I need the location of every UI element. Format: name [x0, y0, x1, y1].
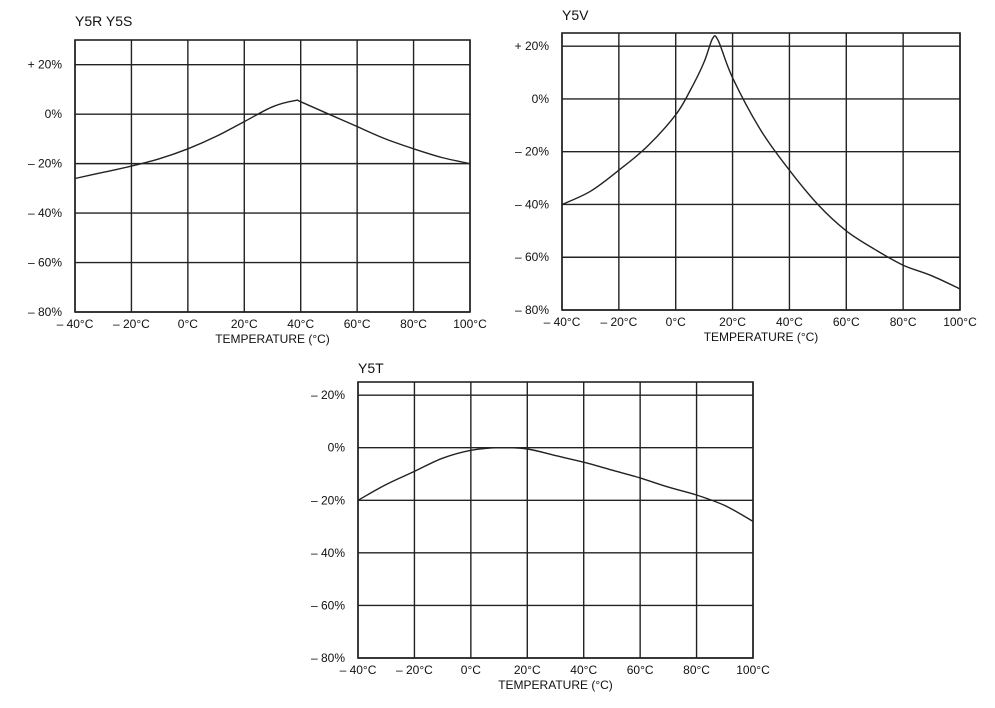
- chart-title: Y5V: [562, 7, 589, 23]
- x-tick-label: 80°C: [683, 663, 710, 677]
- y-tick-label: – 80%: [28, 305, 62, 319]
- series-line: [74, 99, 471, 180]
- y-tick-label: – 60%: [28, 256, 62, 270]
- x-tick-label: – 20°C: [600, 315, 637, 329]
- plot-frame: [561, 32, 961, 311]
- series-line: [561, 35, 961, 290]
- y-tick-label: 0%: [532, 92, 550, 106]
- x-tick-label: – 20°C: [396, 663, 433, 677]
- series-line: [357, 446, 754, 522]
- y-tick-label: – 60%: [311, 598, 345, 612]
- x-tick-label: 0°C: [178, 317, 198, 331]
- chart-title: Y5T: [358, 360, 384, 376]
- y-tick-label: – 40%: [515, 197, 549, 211]
- y-tick-label: 0%: [45, 107, 63, 121]
- y-tick-label: – 80%: [515, 303, 549, 317]
- x-axis-label: TEMPERATURE (°C): [704, 330, 819, 344]
- chart-2: Y5V + 20% 0% – 20% – 40% – 60% – 80%– 40°C – 20…: [515, 7, 977, 344]
- plot-frame: [357, 381, 754, 659]
- x-tick-label: 80°C: [400, 317, 427, 331]
- x-tick-label: 20°C: [719, 315, 746, 329]
- chart-3: Y5T – 20% 0% – 20% – 40% – 60% – 80%– 40°C – 20…: [311, 360, 770, 692]
- x-tick-label: 100°C: [453, 317, 487, 331]
- y-tick-label: – 20%: [311, 493, 345, 507]
- x-tick-label: 100°C: [943, 315, 977, 329]
- y-tick-label: + 20%: [28, 58, 63, 72]
- x-tick-label: 40°C: [776, 315, 803, 329]
- x-tick-label: – 40°C: [544, 315, 581, 329]
- x-tick-label: 60°C: [627, 663, 654, 677]
- x-tick-label: 20°C: [514, 663, 541, 677]
- x-axis-label: TEMPERATURE (°C): [498, 678, 613, 692]
- x-tick-label: 100°C: [736, 663, 770, 677]
- y-tick-label: – 40%: [311, 546, 345, 560]
- x-tick-label: – 20°C: [113, 317, 150, 331]
- x-tick-label: 80°C: [890, 315, 917, 329]
- x-tick-label: 0°C: [461, 663, 481, 677]
- x-tick-label: 0°C: [666, 315, 686, 329]
- x-tick-label: 20°C: [231, 317, 258, 331]
- x-tick-label: 40°C: [570, 663, 597, 677]
- x-tick-label: – 40°C: [57, 317, 94, 331]
- chart-title: Y5R Y5S: [75, 13, 132, 29]
- y-tick-label: 0%: [328, 441, 346, 455]
- x-axis-label: TEMPERATURE (°C): [215, 332, 330, 346]
- y-tick-label: – 60%: [515, 250, 549, 264]
- y-tick-label: + 20%: [515, 39, 550, 53]
- y-tick-label: – 20%: [28, 157, 62, 171]
- y-tick-label: – 20%: [311, 388, 345, 402]
- y-tick-label: – 20%: [515, 145, 549, 159]
- x-tick-label: 40°C: [287, 317, 314, 331]
- chart-1: Y5R Y5S + 20% 0% – 20% – 40% – 60% – 80%– 40°C…: [28, 13, 487, 346]
- plot-frame: [74, 39, 471, 313]
- x-tick-label: – 40°C: [340, 663, 377, 677]
- x-tick-label: 60°C: [344, 317, 371, 331]
- x-tick-label: 60°C: [833, 315, 860, 329]
- y-tick-label: – 80%: [311, 651, 345, 665]
- y-tick-label: – 40%: [28, 206, 62, 220]
